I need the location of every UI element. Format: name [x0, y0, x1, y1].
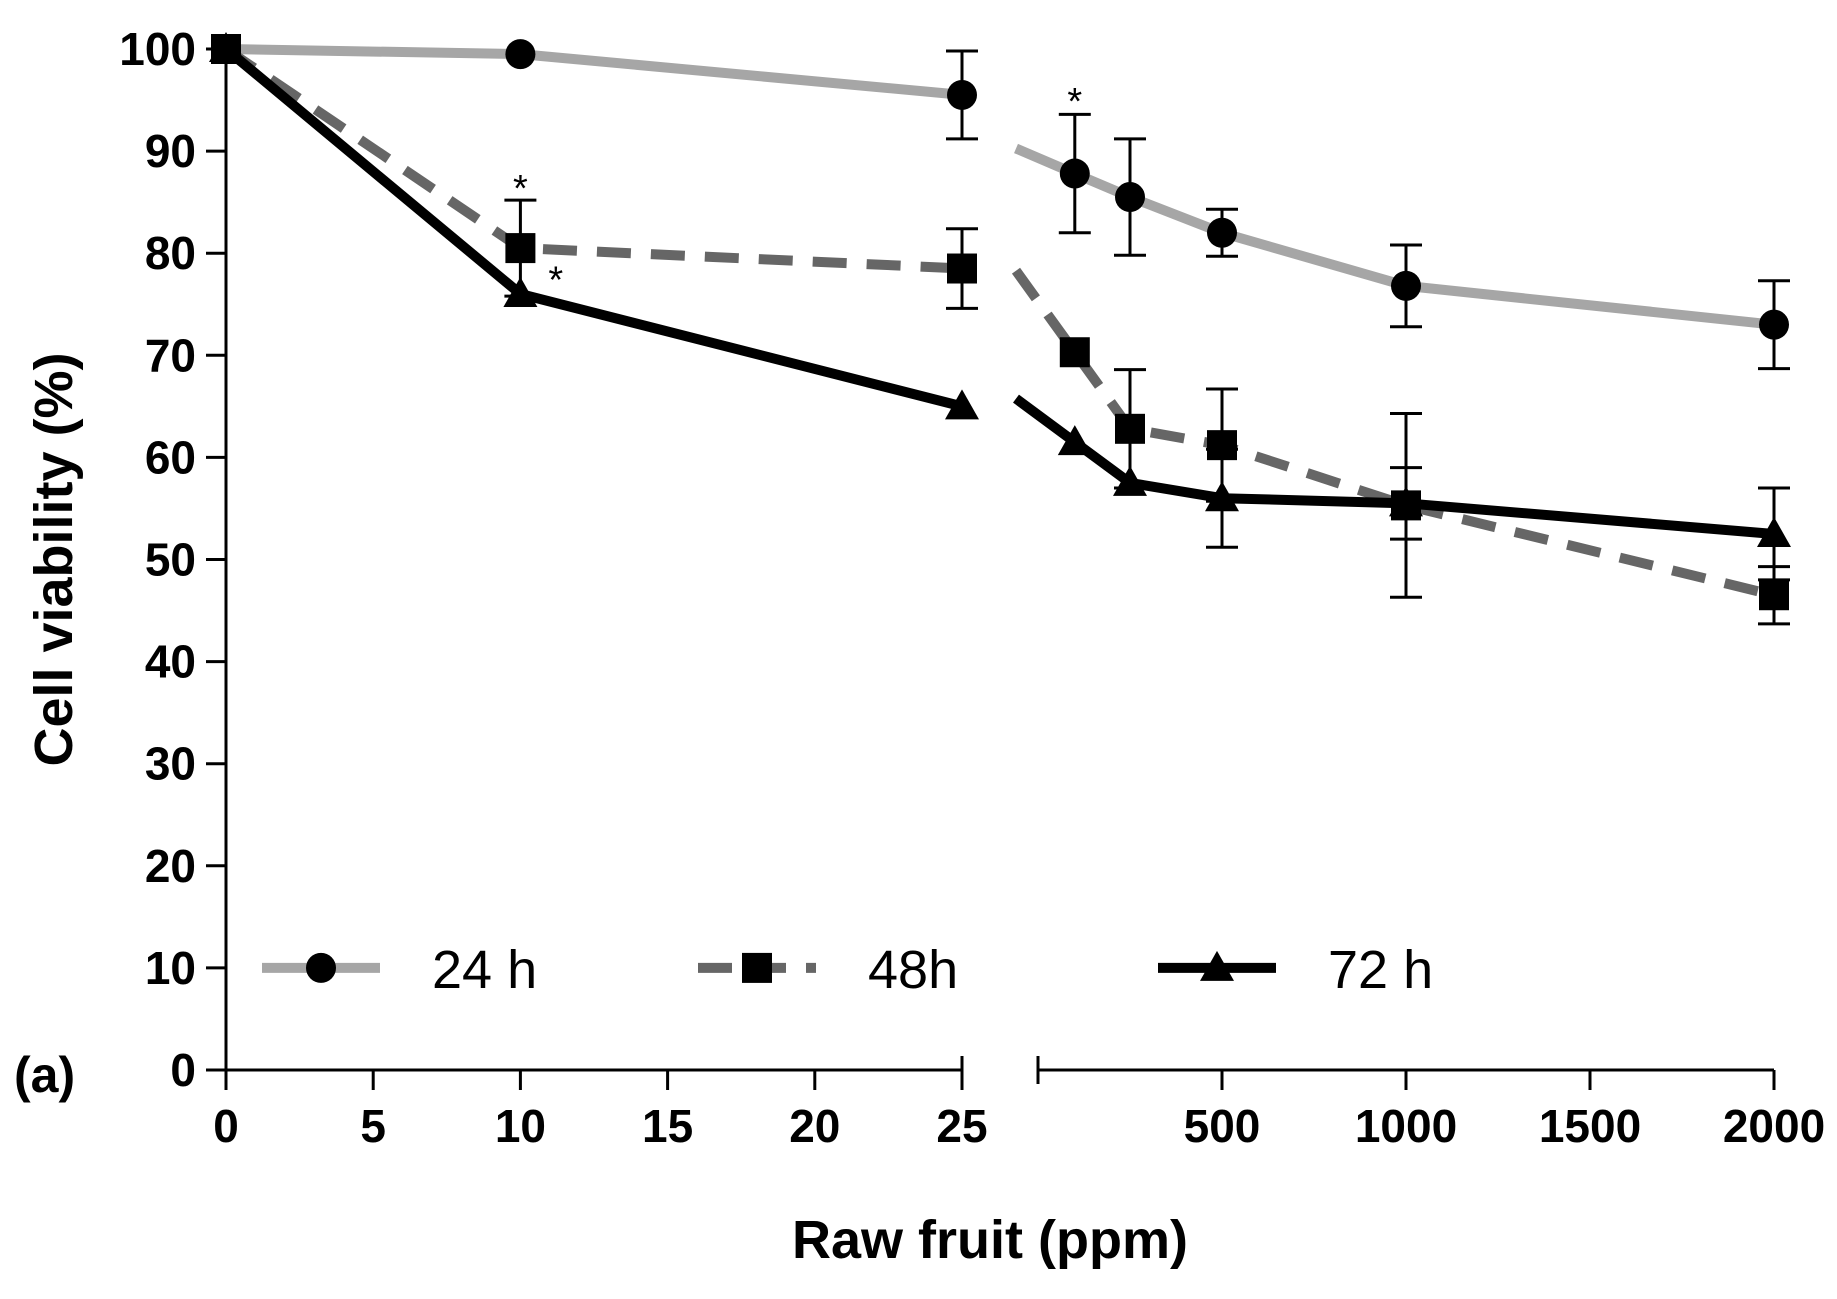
data-point-24h-3	[1059, 158, 1090, 189]
data-point-48h-1	[505, 233, 536, 264]
data-point-72h-0	[209, 32, 243, 62]
x-tick-label-2000: 2000	[1723, 1100, 1825, 1152]
y-tick-label-10: 10	[145, 942, 196, 994]
x-tick-label-20: 20	[789, 1100, 840, 1152]
panel-label: (a)	[14, 1047, 75, 1103]
legend-label-72h: 72 h	[1328, 940, 1433, 1000]
data-point-72h-3	[1057, 425, 1092, 456]
y-axis-title: Cell viability (%)	[24, 352, 84, 766]
x-axis-title: Raw fruit (ppm)	[792, 1210, 1188, 1270]
data-point-48h-4	[1115, 413, 1145, 444]
legend-marker-24h	[306, 952, 336, 983]
y-tick-label-60: 60	[145, 431, 196, 483]
data-point-24h-7	[1759, 309, 1789, 340]
data-point-24h-2	[947, 79, 977, 110]
x-tick-label-5: 5	[360, 1100, 386, 1152]
data-point-24h-5	[1207, 217, 1237, 248]
legend: 24 h 48h 72 h	[262, 940, 1433, 1000]
series-24h	[211, 34, 1790, 371]
series-line-24h-seg1	[225, 44, 963, 100]
x-tick-label-10: 10	[495, 1100, 546, 1152]
x-tick-label-25: 25	[936, 1100, 987, 1152]
significance-star-2: *	[548, 260, 563, 302]
x-tick-label-0: 0	[213, 1100, 239, 1152]
y-tick-label-20: 20	[145, 840, 196, 892]
x-tick-label-500: 500	[1184, 1100, 1261, 1152]
legend-marker-48h	[742, 952, 772, 983]
series-line-72h-seg1	[222, 45, 964, 412]
y-tick-label-30: 30	[145, 738, 196, 790]
x-tick-label-1500: 1500	[1539, 1100, 1641, 1152]
y-tick-label-0: 0	[170, 1044, 196, 1096]
legend-label-24h: 24 h	[432, 940, 537, 1000]
data-point-72h-7	[1757, 516, 1791, 547]
data-point-72h-5	[1205, 481, 1239, 512]
data-point-24h-6	[1391, 270, 1421, 301]
data-point-72h-6	[1389, 486, 1423, 517]
y-tick-label-70: 70	[145, 329, 196, 381]
legend-label-48h: 48h	[868, 940, 958, 1000]
legend-item-48h: 48h	[698, 940, 958, 1000]
x-tick-label-1000: 1000	[1355, 1100, 1457, 1152]
data-point-72h-1	[503, 277, 538, 308]
x-tick-label-15: 15	[642, 1100, 693, 1152]
annotations-group: * * *	[513, 81, 1082, 302]
data-point-24h-1	[505, 39, 536, 70]
data-point-48h-2	[947, 253, 977, 284]
legend-item-72h: 72 h	[1158, 940, 1433, 1000]
data-point-72h-2	[945, 389, 979, 420]
y-tick-label-50: 50	[145, 534, 196, 586]
data-point-24h-4	[1115, 182, 1145, 213]
y-tick-label-90: 90	[145, 125, 196, 177]
series-group	[209, 32, 1791, 626]
y-tick-label-40: 40	[145, 636, 196, 688]
significance-star-1: *	[513, 168, 528, 210]
data-point-72h-4	[1113, 465, 1147, 496]
y-tick-label-100: 100	[119, 23, 196, 75]
series-48h	[211, 34, 1790, 626]
legend-marker-72h	[1200, 950, 1234, 981]
y-tick-label-80: 80	[145, 227, 196, 279]
series-72h	[209, 32, 1791, 582]
series-line-72h-seg2	[1013, 394, 1775, 539]
data-point-48h-7	[1759, 580, 1789, 611]
data-point-48h-3	[1059, 337, 1090, 368]
legend-item-24h: 24 h	[262, 940, 537, 1000]
significance-star-3: *	[1067, 81, 1082, 123]
